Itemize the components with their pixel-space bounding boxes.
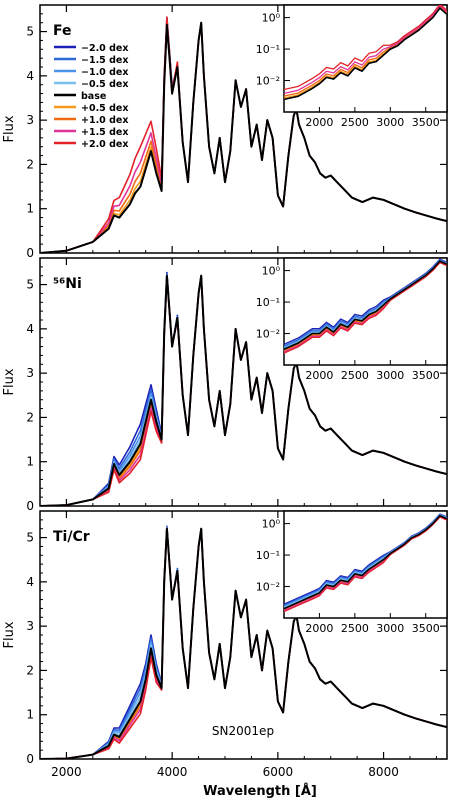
- x-tick-label: 2000: [51, 765, 82, 779]
- inset-x-tick-label: 2500: [341, 369, 369, 382]
- panel-1: 0 1 2 3 4 5 Flux Fe 10⁻² 10⁻¹ 10⁰ 2000 2500 3000 3500 −…: [2, 4, 448, 260]
- inset-x-tick-label: 2000: [305, 369, 333, 382]
- y-axis-label: Flux: [2, 368, 17, 395]
- panel-label: ⁵⁶Ni: [53, 276, 82, 292]
- inset-x-tick-label: 3500: [412, 369, 440, 382]
- inset-x-tick-label: 3500: [412, 116, 440, 129]
- series-line: [40, 527, 447, 759]
- y-tick-label: 1: [26, 455, 34, 469]
- inset-series-line: [284, 5, 447, 91]
- series-line: [40, 274, 447, 506]
- spectra: [40, 525, 447, 759]
- x-tick-label: 4000: [157, 765, 188, 779]
- inset-spectra: [284, 5, 447, 101]
- legend-label: −1.0 dex: [81, 67, 128, 78]
- y-axis-label: Flux: [2, 115, 17, 142]
- panel-label: Fe: [53, 23, 72, 39]
- inset-plot: 10⁻² 10⁻¹ 10⁰ 2000 2500 3000 3500: [256, 510, 448, 635]
- y-tick-label: 5: [26, 531, 34, 545]
- y-tick-label: 1: [26, 202, 34, 216]
- legend-label: −1.5 dex: [81, 55, 128, 66]
- x-axis-label: Wavelength [Å]: [203, 783, 317, 799]
- inset-y-tick-label: 10⁻¹: [256, 549, 280, 562]
- inset-frame: [283, 4, 448, 113]
- inset-x-tick-label: 2500: [341, 116, 369, 129]
- inset-series-line: [284, 5, 447, 95]
- x-tick-label: 6000: [263, 765, 294, 779]
- legend-label: +1.0 dex: [81, 115, 128, 126]
- inset-series-line: [284, 261, 447, 354]
- legend-label: +1.5 dex: [81, 127, 128, 138]
- y-tick-label: 4: [26, 575, 34, 589]
- inset-y-tick-label: 10⁻²: [256, 75, 280, 88]
- inset-series-line: [284, 5, 447, 97]
- inset-series-line: [284, 516, 447, 613]
- inset-frame: [283, 257, 448, 366]
- series-line: [40, 21, 447, 253]
- y-tick-label: 5: [26, 278, 34, 292]
- y-tick-label: 0: [26, 246, 34, 260]
- inset-y-tick-label: 10⁻²: [256, 581, 280, 594]
- inset-spectra: [284, 258, 447, 354]
- inset-spectra: [284, 513, 447, 613]
- y-axis-label: Flux: [2, 621, 17, 648]
- inset-series-line: [284, 260, 447, 351]
- inset-y-tick-label: 10⁰: [262, 518, 281, 531]
- inset-x-tick-label: 3500: [412, 622, 440, 635]
- spectra: [40, 16, 447, 253]
- y-tick-label: 2: [26, 410, 34, 424]
- y-tick-label: 3: [26, 619, 34, 633]
- inset-x-tick-label: 2000: [305, 116, 333, 129]
- legend: −2.0 dex−1.5 dex−1.0 dex−0.5 dexbase+0.5…: [54, 43, 128, 150]
- inset-plot: 10⁻² 10⁻¹ 10⁰ 2000 2500 3000 3500: [256, 257, 448, 382]
- object-annotation: SN2001ep: [212, 724, 274, 738]
- y-tick-label: 4: [26, 322, 34, 336]
- y-tick-label: 3: [26, 113, 34, 127]
- spectra: [40, 271, 447, 506]
- y-tick-label: 5: [26, 25, 34, 39]
- legend-label: base: [81, 91, 106, 102]
- x-tick-label: 8000: [368, 765, 399, 779]
- legend-label: −0.5 dex: [81, 79, 128, 90]
- inset-x-tick-label: 3000: [376, 622, 404, 635]
- inset-y-tick-label: 10⁻²: [256, 328, 280, 341]
- y-tick-label: 0: [26, 752, 34, 766]
- panel-2: 0 1 2 3 4 5 Flux ⁵⁶Ni 10⁻² 10⁻¹ 10⁰ 2000 2500 3000 350…: [2, 257, 448, 513]
- inset-x-tick-label: 3000: [376, 369, 404, 382]
- inset-x-tick-label: 3000: [376, 116, 404, 129]
- panel-label: Ti/Cr: [53, 529, 90, 545]
- inset-y-tick-label: 10⁻¹: [256, 296, 280, 309]
- inset-y-tick-label: 10⁰: [262, 12, 281, 25]
- y-tick-label: 2: [26, 157, 34, 171]
- inset-frame: [283, 510, 448, 619]
- legend-label: +0.5 dex: [81, 103, 128, 114]
- y-tick-label: 0: [26, 499, 34, 513]
- inset-series-line: [284, 6, 447, 101]
- inset-x-tick-label: 2000: [305, 622, 333, 635]
- legend-label: +2.0 dex: [81, 139, 128, 150]
- inset-plot: 10⁻² 10⁻¹ 10⁰ 2000 2500 3000 3500: [256, 4, 448, 129]
- inset-y-tick-label: 10⁰: [262, 265, 281, 278]
- inset-series-line: [284, 514, 447, 610]
- inset-y-tick-label: 10⁻¹: [256, 43, 280, 56]
- y-tick-label: 2: [26, 663, 34, 677]
- legend-label: −2.0 dex: [81, 43, 128, 54]
- y-tick-label: 3: [26, 366, 34, 380]
- y-tick-label: 1: [26, 708, 34, 722]
- y-tick-label: 4: [26, 69, 34, 83]
- inset-x-tick-label: 2500: [341, 622, 369, 635]
